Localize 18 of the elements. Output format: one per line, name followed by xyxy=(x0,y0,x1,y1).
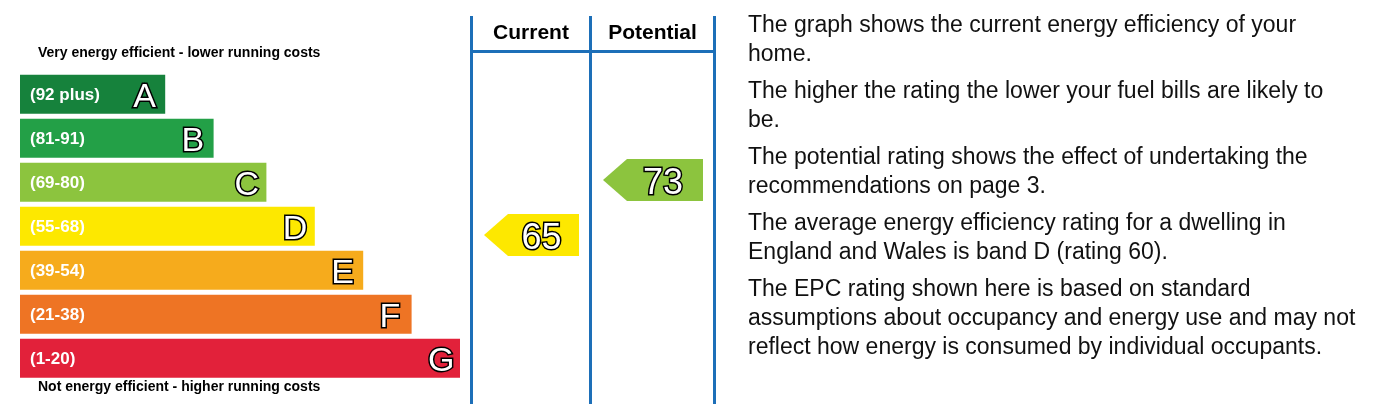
annotation: Not energy efficient - higher running costs xyxy=(38,378,321,394)
text: The higher the rating the lower your fuel bills are likely to be. xyxy=(748,76,1325,134)
text: Current xyxy=(492,20,570,44)
text: The potential rating shows the effect of undertaking the recommendations on page 3. xyxy=(748,142,1309,200)
category-label: (1-20) G xyxy=(30,340,455,379)
text: The graph shows the current energy efficiency of your home. xyxy=(748,10,1298,68)
category-label: (81-91) B xyxy=(30,120,205,159)
text: The EPC rating shown here is based on standard assumptions about occupancy and energy use and may not reflect how energy is consumed by individual occupants. xyxy=(748,274,1357,361)
category-label: (55-68) D xyxy=(30,208,308,247)
pointer-arrow: 65 xyxy=(484,213,579,256)
text: The average energy efficiency rating for a dwelling in England and Wales is band D (rating 60). xyxy=(748,208,1287,266)
text: Potential xyxy=(607,20,698,44)
text: Very energy efficient - lower running costs xyxy=(38,44,321,60)
pointer-arrow: 73 xyxy=(603,158,703,201)
category-label: (21-38) F xyxy=(30,296,401,335)
category-label: (92 plus) A xyxy=(30,76,156,115)
category-label: (69-80) C xyxy=(30,164,259,203)
category-label: (39-54) E xyxy=(30,252,354,291)
